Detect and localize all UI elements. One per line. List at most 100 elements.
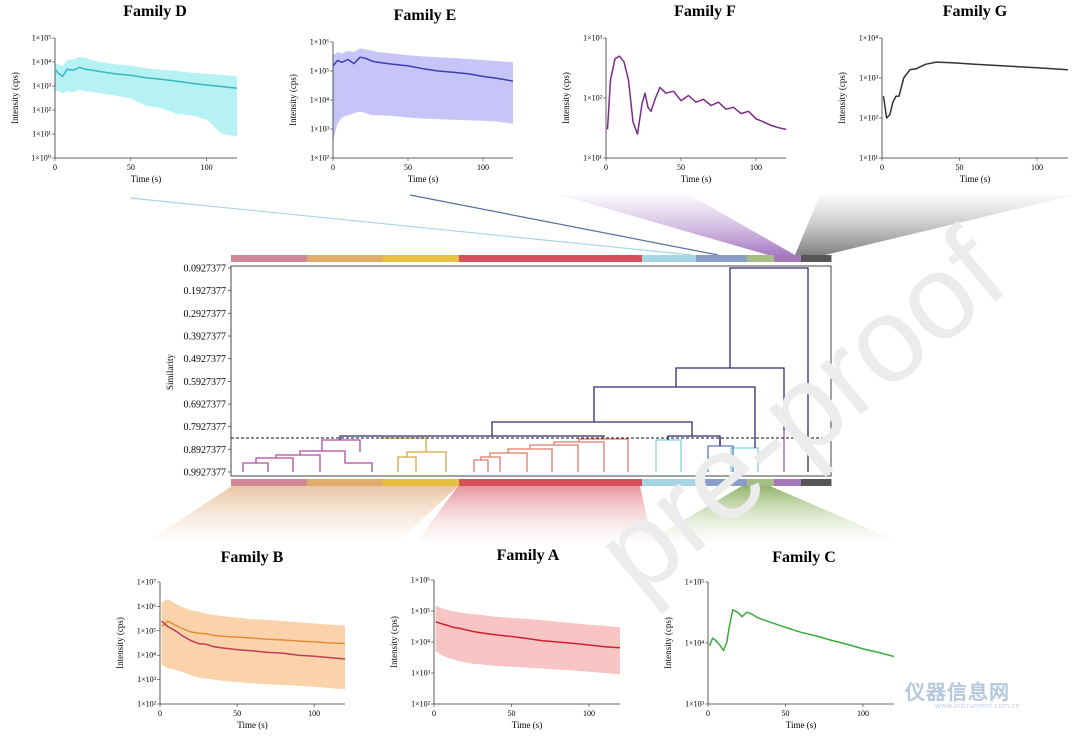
- family-b-xlabel: Time (s): [237, 720, 267, 730]
- family-e-series-line: [332, 56, 514, 82]
- similarity-tick-label: 0.4927377: [184, 354, 227, 365]
- family-d-y-tick-label: 1×10⁵: [32, 34, 52, 43]
- family-g-y-tick-label: 1×10²: [859, 114, 879, 123]
- family-band-e: [696, 479, 748, 486]
- family-e-y-tick-label: 1×10³: [310, 125, 330, 134]
- family-f-panel: Family F 1×10¹ 1×10² 1×10³ 0 50 100 Time (s) Int…: [561, 3, 787, 184]
- family-c-y-tick-label: 1×10⁵: [685, 578, 705, 587]
- family-b-band: [161, 599, 345, 690]
- family-band-b: [231, 255, 308, 262]
- family-band-g: [801, 479, 832, 486]
- family-c-x-tick-label: 0: [706, 709, 710, 718]
- family-a-x-tick-label: 50: [508, 709, 516, 718]
- branch-family-b-gold: [380, 437, 447, 472]
- family-e-ylabel: Intensity (cps): [288, 74, 298, 126]
- family-c-x-tick-label: 100: [857, 709, 869, 718]
- family-b-y-tick-label: 1×10⁶: [137, 602, 157, 611]
- branch-family-a: [473, 436, 629, 472]
- connector-family-a: [418, 486, 652, 540]
- family-d-x-tick-label: 50: [127, 163, 135, 172]
- family-a-band: [435, 605, 620, 675]
- family-f-x-tick-label: 50: [677, 163, 685, 172]
- similarity-tick-label: 0.3927377: [184, 332, 227, 343]
- family-a-x-tick-label: 0: [432, 709, 436, 718]
- connector-family-f: [560, 195, 795, 255]
- family-b-x-tick-label: 0: [158, 709, 162, 718]
- family-e-panel: Family E 1×10² 1×10³ 1×10⁴ 1×10⁵ 1×10⁶ 0 50 100 T…: [288, 7, 514, 184]
- family-d-title: Family D: [123, 3, 187, 20]
- family-d-band: [55, 57, 237, 137]
- family-g-y-tick-label: 1×10⁴: [859, 34, 879, 43]
- family-c-x-tick-label: 50: [782, 709, 790, 718]
- family-a-y-tick-label: 1×10⁶: [411, 576, 431, 585]
- family-b-y-tick-label: 1×10²: [137, 700, 157, 709]
- family-a-y-tick-label: 1×10⁵: [411, 607, 431, 616]
- family-a-y-tick-label: 1×10²: [411, 700, 431, 709]
- family-d-xlabel: Time (s): [131, 174, 161, 184]
- family-g-xlabel: Time (s): [960, 174, 990, 184]
- similarity-tick-label: 0.9927377: [184, 468, 227, 479]
- family-c-ylabel: Intensity (cps): [663, 617, 673, 669]
- family-band-a: [459, 255, 643, 262]
- family-b-ylabel: Intensity (cps): [115, 617, 125, 669]
- watermark-text: 仪器信息网: [905, 680, 1010, 704]
- family-b-series-line: [161, 620, 346, 660]
- family-f-x-tick-label: 0: [604, 163, 608, 172]
- family-f-ylabel: Intensity (cps): [561, 72, 571, 124]
- family-b-panel: Family B 1×10² 1×10³ 1×10⁴ 1×10⁵ 1×10⁶ 1×10⁷ 0 5…: [115, 549, 346, 730]
- family-d-ylabel: Intensity (cps): [10, 72, 20, 124]
- family-band-bottom: [231, 479, 832, 486]
- family-e-x-tick-label: 0: [331, 163, 335, 172]
- family-e-band: [333, 48, 513, 141]
- family-band-a: [459, 479, 643, 486]
- similarity-tick-label: 0.8927377: [184, 445, 227, 456]
- family-f-xlabel: Time (s): [681, 174, 711, 184]
- family-g-y-tick-label: 1×10³: [859, 74, 879, 83]
- family-band-f: [774, 255, 802, 262]
- family-c-xlabel: Time (s): [786, 720, 816, 730]
- family-d-y-tick-label: 1×10¹: [32, 130, 52, 139]
- family-g-title: Family G: [943, 3, 1008, 20]
- family-d-y-tick-label: 1×10³: [32, 82, 52, 91]
- family-d-y-tick-label: 1×10⁰: [31, 154, 51, 163]
- watermark-url: www.instrument.com.cn: [935, 702, 1020, 710]
- family-a-panel: Family A 1×10² 1×10³ 1×10⁴ 1×10⁵ 1×10⁶ 0 50 100 T…: [389, 547, 621, 730]
- family-a-series-line: [435, 621, 621, 649]
- connector-family-e: [409, 194, 719, 256]
- family-b-y-tick-label: 1×10⁴: [137, 651, 157, 660]
- family-band-b: [231, 479, 308, 486]
- family-b-x-tick-label: 50: [233, 709, 241, 718]
- family-f-y-tick-label: 1×10³: [583, 34, 603, 43]
- family-band-c: [747, 479, 775, 486]
- family-b-y-tick-label: 1×10³: [137, 675, 157, 684]
- similarity-tick-label: 0.6927377: [184, 400, 227, 411]
- family-d-x-tick-label: 0: [53, 163, 57, 172]
- family-c-title: Family C: [772, 549, 836, 566]
- family-b-y-tick-label: 1×10⁵: [137, 626, 157, 635]
- family-e-title: Family E: [394, 7, 457, 24]
- family-band-d: [642, 479, 697, 486]
- family-panels: Family D 1×10⁰ 1×10¹ 1×10² 1×10³ 1×10⁴ 1×10⁵ 0 5…: [10, 3, 1069, 730]
- family-d-y-tick-label: 1×10⁴: [32, 58, 52, 67]
- connector-family-g: [795, 195, 1075, 255]
- family-f-title: Family F: [674, 3, 736, 20]
- family-d-x-tick-label: 100: [201, 163, 213, 172]
- dendrogram: 0.0927377 0.1927377 0.2927377 0.3927377 0.49…: [165, 255, 832, 486]
- family-band-b: [307, 479, 384, 486]
- family-band-top: [231, 255, 832, 262]
- family-f-y-tick-label: 1×10²: [583, 94, 603, 103]
- dendrogram-y-ticks: 0.0927377 0.1927377 0.2927377 0.3927377 0.49…: [184, 264, 231, 479]
- family-c-y-tick-label: 1×10⁴: [685, 639, 705, 648]
- connector-family-c: [650, 486, 895, 540]
- family-band-b: [383, 255, 460, 262]
- family-g-series-line: [882, 61, 1069, 119]
- family-band-c: [747, 255, 775, 262]
- family-g-ylabel: Intensity (cps): [837, 72, 847, 124]
- family-g-y-tick-label: 1×10¹: [859, 154, 879, 163]
- similarity-tick-label: 0.7927377: [184, 422, 227, 433]
- dendrogram-ylabel: Similarity: [165, 354, 175, 391]
- family-b-y-tick-label: 1×10⁷: [137, 578, 157, 587]
- family-b-series-2-line: [161, 620, 346, 645]
- family-e-x-tick-label: 50: [404, 163, 412, 172]
